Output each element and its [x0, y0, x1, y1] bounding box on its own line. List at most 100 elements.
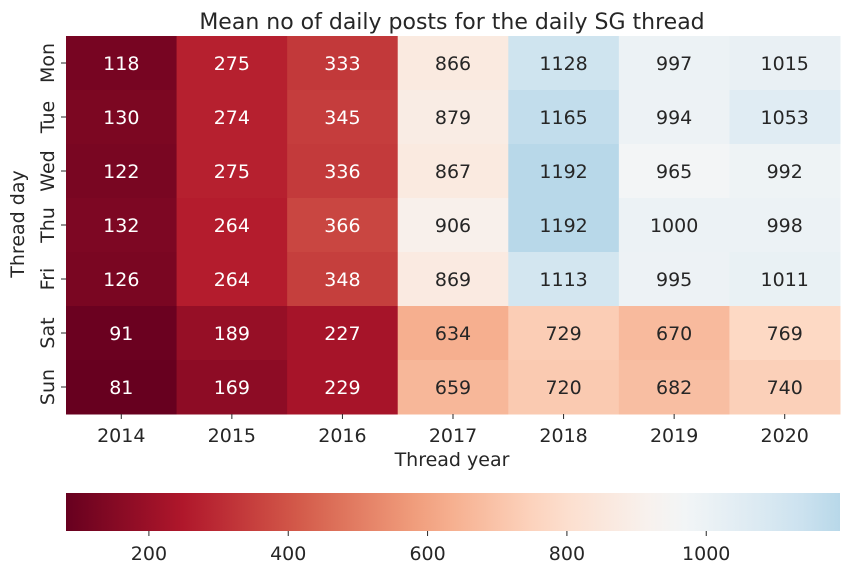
cell-value-label: 1128 — [539, 53, 587, 75]
cell-value-label: 1011 — [761, 269, 809, 291]
heatmap-cell — [508, 198, 620, 253]
heatmap-cell — [397, 144, 509, 199]
cell-value-label: 1165 — [539, 107, 587, 129]
heatmap-cell — [397, 198, 509, 253]
cell-value-label: 879 — [435, 107, 471, 129]
colorbar-tick-label: 400 — [270, 543, 306, 565]
heatmap-cell — [618, 198, 730, 253]
heatmap-cell — [176, 36, 288, 91]
cell-value-label: 274 — [214, 107, 250, 129]
heatmap-cell — [66, 252, 178, 307]
cell-value-label: 769 — [767, 323, 803, 345]
heatmap-cell — [729, 306, 841, 361]
colorbar — [66, 493, 840, 531]
cell-value-label: 1192 — [539, 161, 587, 183]
cell-value-label: 997 — [656, 53, 692, 75]
x-axis-label: Thread year — [394, 449, 510, 471]
heatmap-cell — [287, 360, 399, 415]
x-tick-label: 2016 — [318, 425, 366, 447]
colorbar-tick-label: 800 — [549, 543, 585, 565]
heatmap-cell — [287, 252, 399, 307]
heatmap-cell — [176, 306, 288, 361]
cell-value-label: 995 — [656, 269, 692, 291]
cell-value-label: 348 — [324, 269, 360, 291]
heatmap-cell — [397, 252, 509, 307]
heatmap-cell — [176, 90, 288, 145]
cell-value-label: 1113 — [539, 269, 587, 291]
cell-value-label: 1000 — [650, 215, 698, 237]
heatmap-cell — [287, 198, 399, 253]
y-tick-label: Sat — [37, 317, 59, 348]
heatmap-cell — [287, 36, 399, 91]
heatmap-cell — [729, 252, 841, 307]
heatmap-cells: 118 275 333 866 1128 997 1015 130 274 345 879 1165 9… — [66, 36, 841, 415]
heatmap-cell — [287, 144, 399, 199]
cell-value-label: 333 — [324, 53, 360, 75]
heatmap-cell — [508, 144, 620, 199]
heatmap-cell — [508, 252, 620, 307]
heatmap-cell — [66, 306, 178, 361]
cell-value-label: 189 — [214, 323, 250, 345]
heatmap-cell — [508, 36, 620, 91]
chart-title: Mean no of daily posts for the daily SG … — [199, 10, 704, 35]
heatmap-cell — [508, 90, 620, 145]
x-tick-label: 2015 — [208, 425, 256, 447]
cell-value-label: 345 — [324, 107, 360, 129]
cell-value-label: 264 — [214, 269, 250, 291]
heatmap-cell — [66, 198, 178, 253]
heatmap-cell — [618, 360, 730, 415]
cell-value-label: 336 — [324, 161, 360, 183]
cell-value-label: 994 — [656, 107, 692, 129]
cell-value-label: 122 — [103, 161, 139, 183]
heatmap-cell — [618, 90, 730, 145]
cell-value-label: 720 — [545, 377, 581, 399]
cell-value-label: 132 — [103, 215, 139, 237]
y-tick-label: Mon — [37, 43, 59, 83]
heatmap-cell — [176, 360, 288, 415]
heatmap-cell — [618, 36, 730, 91]
heatmap-cell — [729, 36, 841, 91]
cell-value-label: 130 — [103, 107, 139, 129]
cell-value-label: 1015 — [761, 53, 809, 75]
cell-value-label: 992 — [767, 161, 803, 183]
heatmap-cell — [618, 306, 730, 361]
cell-value-label: 634 — [435, 323, 471, 345]
cell-value-label: 118 — [103, 53, 139, 75]
cell-value-label: 867 — [435, 161, 471, 183]
cell-value-label: 366 — [324, 215, 360, 237]
cell-value-label: 227 — [324, 323, 360, 345]
x-tick-label: 2018 — [539, 425, 587, 447]
heatmap-cell — [66, 36, 178, 91]
colorbar-tick-label: 200 — [131, 543, 167, 565]
cell-value-label: 965 — [656, 161, 692, 183]
heatmap-cell — [397, 90, 509, 145]
heatmap-cell — [176, 252, 288, 307]
heatmap-cell — [66, 360, 178, 415]
x-tick-label: 2014 — [97, 425, 145, 447]
heatmap-cell — [508, 360, 620, 415]
cell-value-label: 264 — [214, 215, 250, 237]
heatmap-cell — [176, 144, 288, 199]
y-axis-label: Thread day — [7, 170, 29, 278]
colorbar-tick-label: 600 — [409, 543, 445, 565]
colorbar-ticks: 200 400 600 800 1000 — [131, 531, 730, 565]
heatmap-cell — [729, 90, 841, 145]
heatmap-cell — [618, 252, 730, 307]
cell-value-label: 1192 — [539, 215, 587, 237]
cell-value-label: 740 — [767, 377, 803, 399]
heatmap-cell — [66, 90, 178, 145]
x-tick-label: 2020 — [761, 425, 809, 447]
y-tick-label: Sun — [37, 369, 59, 405]
y-tick-label: Thu — [37, 207, 59, 244]
y-tick-label: Wed — [37, 150, 59, 191]
cell-value-label: 998 — [767, 215, 803, 237]
x-tick-label: 2019 — [650, 425, 698, 447]
cell-value-label: 729 — [545, 323, 581, 345]
cell-value-label: 275 — [214, 53, 250, 75]
y-axis-ticks: Mon Tue Wed Thu Fri Sat Sun — [37, 43, 66, 405]
cell-value-label: 866 — [435, 53, 471, 75]
cell-value-label: 1053 — [761, 107, 809, 129]
y-tick-label: Tue — [37, 101, 59, 134]
cell-value-label: 275 — [214, 161, 250, 183]
heatmap-cell — [287, 306, 399, 361]
